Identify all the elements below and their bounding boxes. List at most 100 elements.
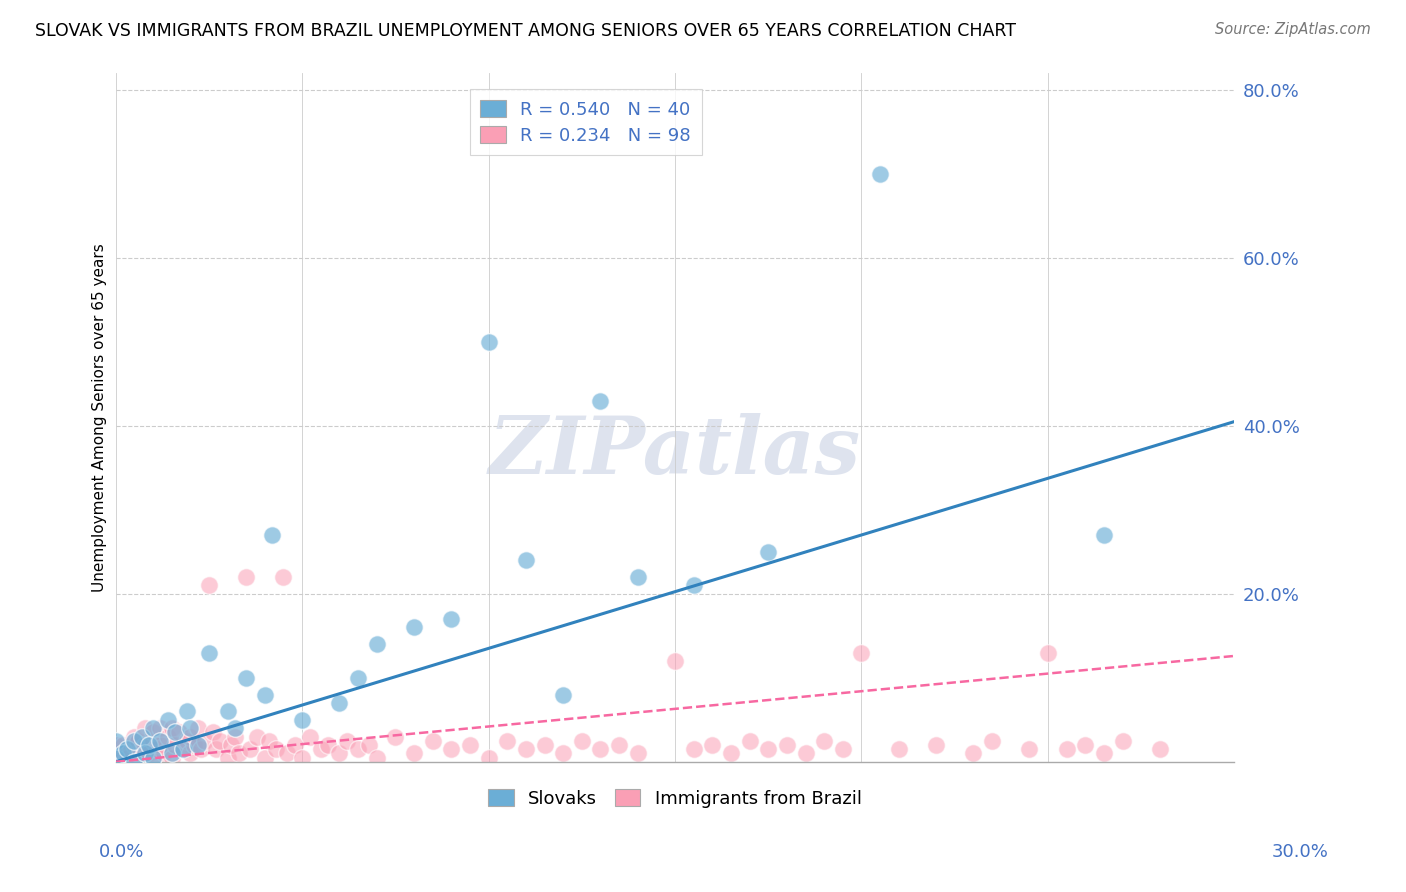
Point (981, 733, 1004, 747)
Point (108, 750, 131, 764)
Point (138, 747, 160, 761)
Point (384, 730, 406, 744)
Point (813, 733, 835, 747)
Point (142, 750, 165, 764)
Point (224, 721, 246, 735)
Point (228, 747, 250, 761)
Point (187, 721, 209, 735)
Point (682, 742, 704, 756)
Point (273, 570, 295, 584)
Point (1036, 646, 1059, 660)
Point (1149, 742, 1171, 756)
Point (1092, 528, 1115, 542)
Point (276, 747, 298, 761)
Point (172, 742, 194, 756)
Point (205, 742, 228, 756)
Point (235, 570, 257, 584)
Point (201, 725, 224, 739)
Point (127, 733, 149, 747)
Point (627, 570, 650, 584)
Point (156, 730, 179, 744)
Point (702, 738, 724, 752)
Point (756, 545, 779, 559)
Point (235, 671, 257, 685)
Text: ZIPatlas: ZIPatlas (489, 413, 860, 491)
Point (309, 742, 332, 756)
Point (179, 730, 201, 744)
Point (262, 528, 284, 542)
Point (142, 725, 165, 739)
Point (589, 393, 612, 408)
Point (553, 747, 575, 761)
Point (553, 688, 575, 702)
Point (366, 750, 388, 764)
Point (1092, 747, 1115, 761)
Point (160, 750, 183, 764)
Point (142, 750, 165, 764)
Point (756, 742, 779, 756)
Point (402, 620, 425, 634)
Point (720, 747, 742, 761)
Point (1111, 733, 1133, 747)
Point (359, 738, 381, 752)
Point (328, 696, 350, 710)
Point (336, 733, 359, 747)
Point (291, 713, 314, 727)
Point (183, 738, 205, 752)
Point (253, 688, 276, 702)
Point (112, 747, 135, 761)
Point (402, 747, 425, 761)
Point (131, 742, 153, 756)
Point (533, 738, 555, 752)
Point (112, 738, 135, 752)
Point (104, 747, 127, 761)
Text: 0.0%: 0.0% (98, 843, 143, 861)
Point (172, 742, 194, 756)
Point (120, 742, 142, 756)
Y-axis label: Unemployment Among Seniors over 65 years: Unemployment Among Seniors over 65 years (93, 243, 107, 591)
Point (198, 578, 221, 592)
Text: Source: ZipAtlas.com: Source: ZipAtlas.com (1215, 22, 1371, 37)
Point (962, 747, 984, 761)
Point (198, 646, 221, 660)
Point (1018, 742, 1040, 756)
Point (142, 721, 165, 735)
Point (209, 733, 232, 747)
Point (112, 747, 135, 761)
Point (887, 742, 910, 756)
Point (831, 742, 853, 756)
Point (187, 738, 209, 752)
Text: SLOVAK VS IMMIGRANTS FROM BRAZIL UNEMPLOYMENT AMONG SENIORS OVER 65 YEARS CORREL: SLOVAK VS IMMIGRANTS FROM BRAZIL UNEMPLO… (35, 22, 1017, 40)
Point (794, 747, 817, 761)
Point (124, 733, 146, 747)
Point (160, 721, 183, 735)
Point (179, 721, 201, 735)
Point (124, 755, 146, 769)
Point (477, 750, 499, 764)
Point (515, 553, 537, 567)
Point (142, 733, 165, 747)
Point (190, 742, 212, 756)
Point (851, 646, 873, 660)
Point (176, 733, 198, 747)
Point (682, 578, 704, 592)
Point (194, 733, 217, 747)
Point (496, 733, 519, 747)
Point (224, 730, 246, 744)
Point (246, 730, 269, 744)
Point (589, 742, 612, 756)
Point (165, 738, 187, 752)
Point (131, 730, 153, 744)
Point (145, 742, 167, 756)
Point (176, 705, 198, 719)
Point (149, 721, 172, 735)
Legend: Slovaks, Immigrants from Brazil: Slovaks, Immigrants from Brazil (481, 781, 869, 814)
Point (104, 738, 127, 752)
Point (627, 747, 650, 761)
Point (134, 738, 156, 752)
Point (179, 747, 201, 761)
Point (422, 733, 444, 747)
Point (156, 713, 179, 727)
Point (149, 733, 172, 747)
Point (347, 671, 370, 685)
